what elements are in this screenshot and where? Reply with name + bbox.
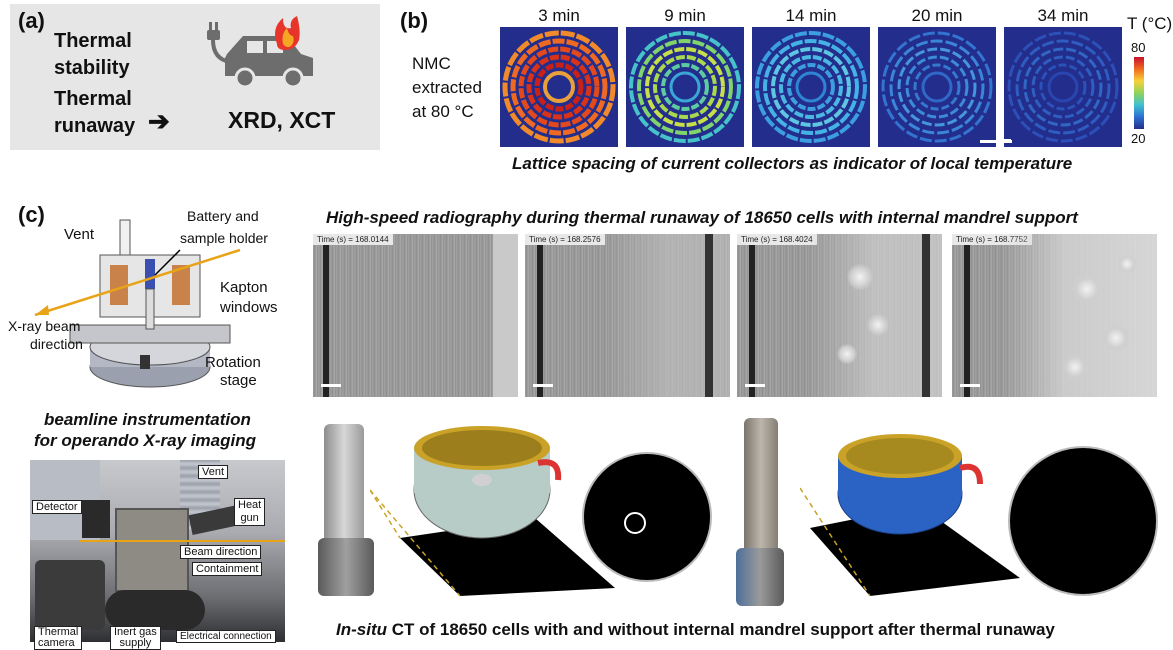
photo-heat-gun-label: Heat gun (234, 498, 266, 526)
photo-vent-label: Vent (198, 465, 229, 479)
photo-beam-direction-label: Beam direction (180, 545, 262, 559)
schematic-battery-label-2: sample holder (180, 230, 268, 246)
arrow-right-icon: ➔ (148, 106, 170, 136)
sample-label-line2: extracted (412, 78, 482, 97)
radiography-scale-bar-2 (533, 384, 553, 387)
colorbar-title: T (°C) (1127, 14, 1173, 33)
radiography-frame-4: Time (s) = 168.7752 (952, 234, 1157, 397)
panel-a-runaway: runaway (54, 115, 136, 137)
ct-caption-rest: CT of 18650 cells with and without inter… (387, 620, 1055, 639)
schematic-rotation-label-1: Rotation (205, 354, 261, 371)
temperature-map-3 (752, 27, 870, 147)
panel-a-label: (a) (18, 8, 45, 33)
schematic-xray-label-1: X-ray beam (8, 318, 81, 334)
radiography-time-2: Time (s) = 168.2576 (525, 234, 605, 245)
beamline-schematic (34, 219, 241, 388)
time-label-1: 3 min (538, 6, 580, 25)
instrumentation-caption-2: for operando X-ray imaging (34, 431, 256, 450)
ct-caption-italic: In-situ (336, 620, 387, 639)
cell-base-mandrel (318, 538, 374, 596)
photo-inert-gas-label: Inert gas supply (110, 626, 161, 650)
radiography-time-3: Time (s) = 168.4024 (737, 234, 817, 245)
burning-car-charging-icon (207, 16, 313, 89)
photo-containment-label: Containment (192, 562, 263, 576)
radiography-caption: High-speed radiography during thermal ru… (326, 208, 1078, 227)
time-label-2: 9 min (664, 6, 706, 25)
cell-base-no-mandrel (736, 548, 784, 606)
colorbar-min: 20 (1131, 131, 1146, 146)
photo-inert-gas-label-1: Inert gas (114, 626, 157, 638)
cell-photo-no-mandrel (744, 418, 778, 558)
panel-a-stability: stability (54, 57, 130, 79)
panel-a-xrd-xct: XRD, XCT (228, 107, 336, 133)
photo-heat-gun-label-2: gun (240, 512, 259, 524)
temperature-map-2 (626, 27, 744, 147)
radiography-scale-bar-1 (321, 384, 341, 387)
photo-detector-label: Detector (32, 500, 82, 514)
photo-electrical-label: Electrical connection (176, 630, 276, 643)
radiography-scale-bar-3 (745, 384, 765, 387)
photo-inert-gas-label-2: supply (119, 637, 152, 649)
radiography-time-4: Time (s) = 168.7752 (952, 234, 1032, 245)
schematic-vent-label: Vent (64, 226, 95, 243)
schematic-xray-label-2: direction (30, 336, 83, 352)
heatmap-scale-bar (980, 140, 1012, 143)
ct-cross-section-mandrel (582, 452, 712, 582)
panel-b-caption: Lattice spacing of current collectors as… (512, 154, 1073, 173)
sample-label-line1: NMC (412, 54, 451, 73)
schematic-battery-label-1: Battery and (187, 208, 259, 224)
photo-heat-gun-label-1: Heat (238, 499, 262, 511)
radiography-scale-bar-4 (960, 384, 980, 387)
radiography-time-1: Time (s) = 168.0144 (313, 234, 393, 245)
temperature-colorbar (1134, 57, 1144, 129)
photo-thermal-camera-label-2: camera (38, 637, 75, 649)
photo-thermal-camera-label-1: Thermal (38, 626, 79, 638)
radiography-frame-1: Time (s) = 168.0144 (313, 234, 518, 397)
temperature-map-1 (500, 27, 618, 147)
radiography-frame-3: Time (s) = 168.4024 (737, 234, 942, 397)
schematic-rotation-label-2: stage (220, 372, 257, 389)
panel-a-thermal-1: Thermal (54, 30, 132, 52)
time-label-3: 14 min (785, 6, 837, 25)
schematic-kapton-label-2: windows (220, 299, 278, 316)
time-label-4: 20 min (911, 6, 963, 25)
radiography-frame-2: Time (s) = 168.2576 (525, 234, 730, 397)
ct-slice-sheets-2 (800, 434, 1020, 597)
panel-c-label: (c) (18, 202, 45, 227)
panel-a-background (10, 4, 380, 150)
temperature-map-4 (878, 27, 996, 147)
temperature-map-5 (1004, 27, 1122, 147)
schematic-kapton-label-1: Kapton (220, 279, 268, 296)
instrumentation-caption-1: beamline instrumentation (44, 410, 251, 429)
photo-thermal-camera-label: Thermal camera (34, 626, 83, 650)
cell-photo-mandrel (324, 424, 364, 554)
ct-cross-section-no-mandrel (1008, 446, 1158, 596)
time-label-5: 34 min (1037, 6, 1089, 25)
sample-label-line3: at 80 °C (412, 102, 474, 121)
ct-caption: In-situ CT of 18650 cells with and witho… (336, 620, 1055, 640)
ct-slice-sheets (370, 426, 615, 597)
panel-a-thermal-2: Thermal (54, 88, 132, 110)
panel-b-label: (b) (400, 8, 429, 33)
colorbar-max: 80 (1131, 40, 1146, 55)
